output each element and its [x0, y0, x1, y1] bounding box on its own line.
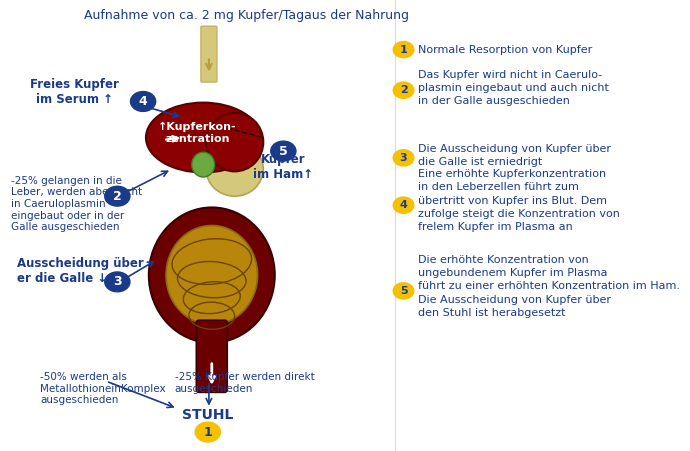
Text: 1: 1	[204, 426, 212, 438]
Text: 3: 3	[400, 153, 407, 163]
Text: 1: 1	[400, 45, 407, 55]
Text: 2: 2	[400, 85, 407, 95]
Text: Normale Resorption von Kupfer: Normale Resorption von Kupfer	[418, 45, 592, 55]
Text: Die erhöhte Konzentration von
ungebundenem Kupfer im Plasma
führt zu einer erhöh: Die erhöhte Konzentration von ungebunden…	[418, 255, 680, 318]
FancyBboxPatch shape	[197, 320, 227, 392]
Text: 5: 5	[279, 145, 288, 157]
Text: Das Kupfer wird nicht in Caerulo-
plasmin eingebaut und auch nicht
in der Galle : Das Kupfer wird nicht in Caerulo- plasmi…	[418, 70, 609, 106]
Ellipse shape	[166, 226, 257, 325]
Ellipse shape	[149, 207, 275, 343]
Circle shape	[105, 272, 130, 292]
Circle shape	[130, 92, 156, 111]
Text: -50% werden als
MetallothioneinKomplex
ausgeschieden: -50% werden als MetallothioneinKomplex a…	[40, 372, 166, 405]
Circle shape	[393, 197, 414, 213]
Text: ↑Kupferkon-
zentration: ↑Kupferkon- zentration	[158, 122, 237, 144]
Ellipse shape	[146, 103, 260, 172]
Ellipse shape	[206, 142, 264, 196]
Text: Eine erhöhte Kupferkonzentration
in den Leberzellen führt zum
übertritt von Kupf: Eine erhöhte Kupferkonzentration in den …	[418, 169, 620, 232]
Text: STUHL: STUHL	[182, 408, 233, 422]
Text: -25% Kupfer werden direkt
ausgeschieden: -25% Kupfer werden direkt ausgeschieden	[175, 372, 315, 394]
Text: 2: 2	[113, 190, 121, 202]
Text: Kupfer
im Ham↑: Kupfer im Ham↑	[253, 153, 313, 181]
Ellipse shape	[192, 152, 215, 177]
Text: 4: 4	[139, 95, 148, 108]
Circle shape	[270, 141, 296, 161]
Text: 5: 5	[400, 286, 407, 296]
Text: Freies Kupfer
im Serum ↑: Freies Kupfer im Serum ↑	[30, 78, 119, 106]
Text: Aufnahme von ca. 2 mg Kupfer/Tagaus der Nahrung: Aufnahme von ca. 2 mg Kupfer/Tagaus der …	[83, 9, 408, 22]
Circle shape	[105, 186, 130, 206]
Text: 3: 3	[113, 276, 121, 288]
FancyBboxPatch shape	[201, 26, 217, 82]
Text: Die Ausscheidung von Kupfer über
die Galle ist erniedrigt: Die Ausscheidung von Kupfer über die Gal…	[418, 144, 611, 167]
Circle shape	[393, 150, 414, 166]
Text: -25% gelangen in die
Leber, werden aber nicht
in Caeruloplasmin
eingebaut oder i: -25% gelangen in die Leber, werden aber …	[12, 176, 143, 232]
Text: Ausscheidung über
er die Galle ↓: Ausscheidung über er die Galle ↓	[17, 257, 144, 285]
Circle shape	[393, 82, 414, 98]
Ellipse shape	[206, 113, 264, 171]
Circle shape	[393, 283, 414, 299]
Circle shape	[393, 41, 414, 58]
Text: 4: 4	[400, 200, 408, 210]
Circle shape	[195, 422, 220, 442]
